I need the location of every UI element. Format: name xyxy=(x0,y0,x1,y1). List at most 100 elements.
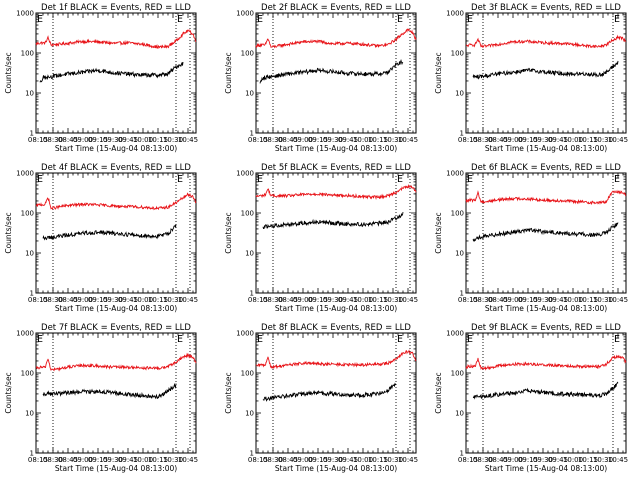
x-tick-label: 09:45 xyxy=(338,456,358,464)
x-tick-label: 10:15 xyxy=(368,136,388,144)
x-tick-label: 09:00 xyxy=(73,296,93,304)
x-tick-label: 10:45 xyxy=(178,136,198,144)
x-axis-label: Start Time (15-Aug-04 08:13:00) xyxy=(275,304,397,313)
plot-frame xyxy=(35,332,197,454)
y-tick-label: 1000 xyxy=(16,330,34,338)
events-series-line xyxy=(472,60,619,80)
panel-title: Det 1f BLACK = Events, RED = LLD xyxy=(41,3,191,13)
x-tick-label: 09:45 xyxy=(548,136,568,144)
panel-8: Det 8f BLACK = Events, RED = LLD 1 10 100 10… xyxy=(224,323,418,473)
panel-title: Det 8f BLACK = Events, RED = LLD xyxy=(261,323,411,333)
x-axis-label: Start Time (15-Aug-04 08:13:00) xyxy=(55,144,177,153)
x-tick-label: 10:45 xyxy=(608,456,628,464)
plot-frame xyxy=(255,12,417,134)
x-axis-label: Start Time (15-Aug-04 08:13:00) xyxy=(55,304,177,313)
y-tick-label: 10 xyxy=(455,250,464,258)
x-tick-label: 09:30 xyxy=(323,136,343,144)
x-tick-label: 09:45 xyxy=(118,456,138,464)
x-tick-label: 10:00 xyxy=(133,296,153,304)
x-tick-label: 08:30 xyxy=(263,136,283,144)
x-tick-label: 09:30 xyxy=(533,456,553,464)
x-tick-label: 10:30 xyxy=(383,456,403,464)
x-tick-label: 10:15 xyxy=(148,456,168,464)
lld-series-line xyxy=(255,349,417,370)
y-tick-label: 10 xyxy=(25,90,34,98)
flag-label: E xyxy=(397,14,403,25)
events-series-line xyxy=(262,382,397,402)
x-tick-label: 08:45 xyxy=(58,456,78,464)
x-tick-label: 10:15 xyxy=(368,456,388,464)
y-axis-label: Counts/sec xyxy=(224,212,233,253)
y-tick-label: 1 xyxy=(460,450,464,458)
y-tick-label: 10 xyxy=(245,250,254,258)
y-tick-label: 100 xyxy=(21,370,34,378)
y-tick-label: 100 xyxy=(451,210,464,218)
x-tick-label: 10:30 xyxy=(163,296,183,304)
y-tick-label: 100 xyxy=(451,370,464,378)
x-tick-label: 10:30 xyxy=(383,136,403,144)
plot-frame xyxy=(465,12,627,134)
panel-1: Det 1f BLACK = Events, RED = LLD 1 10 100 10… xyxy=(4,3,198,153)
x-tick-label: 10:45 xyxy=(398,296,418,304)
x-tick-label: 08:30 xyxy=(43,136,63,144)
x-tick-label: 09:00 xyxy=(293,296,313,304)
x-tick-label: 10:30 xyxy=(163,136,183,144)
y-axis-label: Counts/sec xyxy=(434,212,443,253)
panel-3: Det 3f BLACK = Events, RED = LLD 1 10 100 10… xyxy=(434,3,628,153)
events-series-line xyxy=(42,224,177,241)
x-axis-label: Start Time (15-Aug-04 08:13:00) xyxy=(275,464,397,473)
y-tick-label: 1 xyxy=(250,290,254,298)
y-tick-label: 10 xyxy=(245,90,254,98)
x-tick-label: 10:15 xyxy=(578,456,598,464)
y-tick-label: 1000 xyxy=(236,10,254,18)
x-tick-label: 09:15 xyxy=(88,296,108,304)
flag-label: E xyxy=(397,334,403,345)
flag-label: E xyxy=(257,334,263,345)
y-tick-label: 1 xyxy=(250,130,254,138)
plot-frame xyxy=(255,172,417,294)
events-series-line xyxy=(472,381,619,400)
x-tick-label: 08:45 xyxy=(58,296,78,304)
x-tick-label: 08:45 xyxy=(278,296,298,304)
flag-label: E xyxy=(614,14,620,25)
x-tick-label: 09:45 xyxy=(548,456,568,464)
x-tick-label: 08:15 xyxy=(248,456,268,464)
panel-title: Det 7f BLACK = Events, RED = LLD xyxy=(41,323,191,333)
y-axis-label: Counts/sec xyxy=(4,372,13,413)
x-tick-label: 08:45 xyxy=(488,456,508,464)
panel-title: Det 6f BLACK = Events, RED = LLD xyxy=(471,163,621,173)
x-tick-label: 10:00 xyxy=(563,136,583,144)
y-tick-label: 1 xyxy=(30,290,34,298)
lld-series-line xyxy=(465,354,627,371)
flag-label: E xyxy=(177,174,183,185)
panel-title: Det 3f BLACK = Events, RED = LLD xyxy=(471,3,621,13)
y-axis-label: Counts/sec xyxy=(224,52,233,93)
y-tick-label: 100 xyxy=(451,50,464,58)
y-tick-label: 1000 xyxy=(236,170,254,178)
x-tick-label: 09:30 xyxy=(533,296,553,304)
y-tick-label: 1 xyxy=(460,130,464,138)
x-tick-label: 10:00 xyxy=(353,456,373,464)
x-tick-label: 09:30 xyxy=(533,136,553,144)
x-tick-label: 09:15 xyxy=(518,136,538,144)
y-tick-label: 10 xyxy=(455,410,464,418)
x-tick-label: 10:15 xyxy=(148,136,168,144)
x-tick-label: 08:15 xyxy=(28,456,48,464)
x-tick-label: 09:00 xyxy=(73,456,93,464)
flag-label: E xyxy=(467,174,473,185)
events-series-line xyxy=(42,382,177,400)
panel-title: Det 5f BLACK = Events, RED = LLD xyxy=(261,163,411,173)
y-tick-label: 1000 xyxy=(446,10,464,18)
x-tick-label: 09:45 xyxy=(118,296,138,304)
x-tick-label: 08:15 xyxy=(28,296,48,304)
x-tick-label: 08:45 xyxy=(278,136,298,144)
plot-frame xyxy=(255,332,417,454)
x-tick-label: 09:45 xyxy=(118,136,138,144)
x-axis-label: Start Time (15-Aug-04 08:13:00) xyxy=(485,464,607,473)
x-tick-label: 08:15 xyxy=(458,456,478,464)
flag-label: E xyxy=(177,334,183,345)
y-tick-label: 10 xyxy=(25,410,34,418)
lld-series-line xyxy=(465,189,627,206)
x-axis-label: Start Time (15-Aug-04 08:13:00) xyxy=(485,304,607,313)
